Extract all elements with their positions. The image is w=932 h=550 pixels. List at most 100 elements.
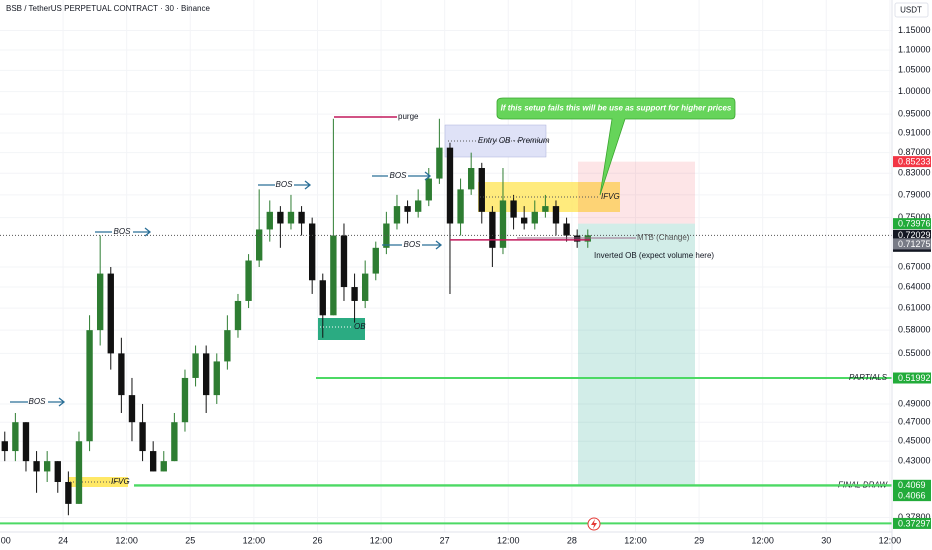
price-badge-label: 0.72029	[898, 230, 931, 240]
candle-body	[181, 377, 189, 423]
candle-body	[499, 200, 507, 248]
level-label: PARTIALS	[849, 373, 888, 382]
candle-body	[351, 287, 358, 301]
y-tick-label: 0.49000	[898, 398, 931, 408]
x-tick-label: 12:00	[0, 535, 11, 545]
candle-body	[489, 211, 496, 248]
axes: 1.15000 1.10000 1.05000 1.00000 0.95000 0.910…	[0, 25, 931, 545]
candle-body	[298, 211, 305, 224]
inverted-ob-label: Inverted OB (expect volume here)	[594, 251, 714, 260]
bos-label: BOS	[114, 227, 132, 236]
y-tick-label: 0.64000	[898, 281, 931, 291]
candle-body	[563, 223, 570, 236]
price-badge-label: 0.37297	[898, 518, 931, 528]
candle-body	[383, 223, 390, 248]
price-badge-label: 0.51992	[898, 373, 931, 383]
price-badge	[893, 238, 931, 250]
y-tick-label: 0.43000	[898, 456, 931, 466]
candle-body	[531, 211, 538, 224]
candle-body	[478, 168, 485, 212]
price-badge	[893, 372, 931, 384]
y-tick-label: 1.15000	[898, 25, 931, 35]
price-badges: 0.852330.739760.7202922:000.712750.51992…	[893, 156, 931, 529]
y-tick-label: 0.83000	[898, 168, 931, 178]
price-badge	[893, 517, 931, 529]
y-tick-label: 1.00000	[898, 86, 931, 96]
event-bolt	[591, 519, 597, 529]
y-tick-label: 0.95000	[898, 109, 931, 119]
candle-body	[86, 330, 93, 442]
bos-label: BOS	[390, 171, 408, 180]
candle-body	[510, 200, 517, 218]
x-tick-label: 26	[312, 535, 322, 545]
target-zone	[578, 223, 695, 486]
price-badge-label: 0.4066	[898, 491, 926, 501]
candle-body	[277, 211, 284, 224]
y-tick-label: 0.37800	[898, 512, 931, 522]
y-tick-label: 0.58000	[898, 325, 931, 335]
x-tick-label: 29	[694, 535, 704, 545]
x-tick-label: 12:00	[624, 535, 647, 545]
candle-body	[542, 206, 549, 212]
candle-body	[149, 451, 157, 472]
candle-body	[573, 235, 581, 242]
currency: USDT	[900, 6, 922, 15]
candle-body	[287, 211, 295, 224]
y-tick-label: 0.61000	[898, 302, 931, 312]
x-tick-label: 12:00	[115, 535, 138, 545]
x-axis-bg	[0, 532, 892, 550]
price-badge-label: 0.85233	[898, 157, 931, 167]
bos-label: BOS	[404, 240, 422, 249]
bos-label: BOS	[29, 397, 47, 406]
candle-body	[139, 422, 146, 452]
candle-body	[33, 461, 40, 472]
candle-body	[65, 481, 72, 504]
candles	[1, 118, 591, 516]
candle-body	[552, 206, 560, 224]
callout-text: If this setup fails this will be use as …	[501, 104, 732, 113]
x-tick-label: 12:00	[879, 535, 902, 545]
candle-body	[457, 189, 464, 224]
y-tick-label: 1.05000	[898, 65, 931, 75]
grid	[0, 0, 892, 532]
entry-ob-label: Entry OB - Premium	[478, 136, 550, 145]
candle-body	[202, 353, 210, 396]
y-tick-label: 1.10000	[898, 44, 931, 54]
candle-body	[340, 235, 348, 288]
ifvg-label: IFVG	[111, 477, 130, 486]
x-tick-label: 12:00	[497, 535, 520, 545]
candle-body	[308, 223, 316, 281]
candle-body	[22, 422, 30, 462]
candle-body	[245, 260, 252, 301]
x-tick-label: 12:00	[243, 535, 266, 545]
candle-body	[128, 395, 136, 423]
ifvg-label: IFVG	[601, 192, 620, 201]
price-badge	[893, 156, 931, 168]
candle-body	[160, 461, 167, 472]
candle-body	[54, 461, 61, 482]
position-tool	[578, 161, 695, 486]
candle-body	[255, 229, 263, 261]
currency-box[interactable]	[894, 2, 929, 18]
y-axis-bg	[892, 0, 932, 550]
y-tick-label: 0.87000	[898, 147, 931, 157]
candle-body	[404, 206, 411, 212]
y-tick-label: 0.75000	[898, 212, 931, 222]
x-tick-label: 25	[185, 535, 195, 545]
y-tick-label: 0.67000	[898, 261, 931, 271]
x-tick-label: 12:00	[370, 535, 393, 545]
x-tick-label: 30	[821, 535, 831, 545]
price-badge-label: 0.71275	[898, 239, 931, 249]
purge-label: purge	[398, 112, 419, 121]
candle-body	[43, 461, 51, 472]
y-tick-label: 0.55000	[898, 348, 931, 358]
candle-body	[436, 147, 443, 179]
candle-body	[192, 353, 199, 378]
x-tick-label: 24	[58, 535, 68, 545]
mtb-label: MTB (Change)	[637, 233, 690, 242]
y-tick-label: 0.47000	[898, 417, 931, 427]
candle-body	[118, 353, 125, 396]
